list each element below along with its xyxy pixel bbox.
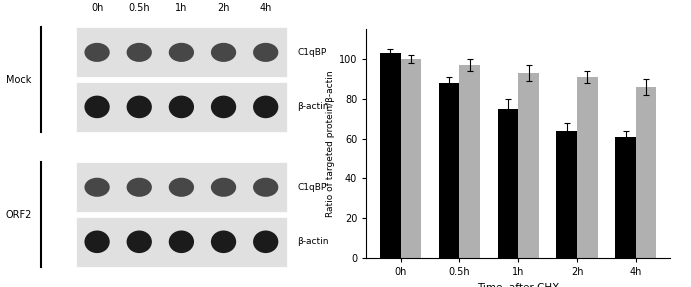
Ellipse shape bbox=[126, 96, 152, 118]
Ellipse shape bbox=[211, 43, 236, 62]
Y-axis label: Ratio of targeted protein/β-actin: Ratio of targeted protein/β-actin bbox=[325, 70, 334, 217]
Ellipse shape bbox=[211, 178, 236, 197]
Bar bbox=[556, 131, 577, 258]
Bar bbox=[76, 162, 287, 212]
Bar bbox=[439, 83, 460, 258]
Ellipse shape bbox=[169, 178, 194, 197]
Ellipse shape bbox=[169, 96, 194, 118]
Ellipse shape bbox=[211, 230, 236, 253]
Ellipse shape bbox=[126, 178, 152, 197]
Bar bbox=[615, 137, 636, 258]
Ellipse shape bbox=[253, 178, 278, 197]
Text: 0.5h: 0.5h bbox=[129, 3, 150, 13]
Bar bbox=[498, 108, 518, 258]
Text: β-actin: β-actin bbox=[297, 237, 329, 246]
Bar bbox=[76, 27, 287, 77]
Bar bbox=[76, 217, 287, 267]
Text: 4h: 4h bbox=[260, 3, 272, 13]
Ellipse shape bbox=[126, 230, 152, 253]
Bar bbox=[460, 65, 480, 258]
Text: 1h: 1h bbox=[176, 3, 187, 13]
Bar bbox=[401, 59, 422, 258]
Ellipse shape bbox=[211, 96, 236, 118]
Text: ORF2: ORF2 bbox=[6, 210, 32, 220]
Ellipse shape bbox=[84, 178, 110, 197]
Bar bbox=[380, 53, 401, 258]
Bar bbox=[518, 73, 539, 258]
Text: C1qBP: C1qBP bbox=[297, 183, 326, 192]
Ellipse shape bbox=[169, 43, 194, 62]
Ellipse shape bbox=[169, 230, 194, 253]
Bar bbox=[636, 87, 656, 258]
Ellipse shape bbox=[84, 230, 110, 253]
Text: C1qBP: C1qBP bbox=[297, 48, 326, 57]
Ellipse shape bbox=[253, 96, 278, 118]
X-axis label: Time  after CHX: Time after CHX bbox=[477, 283, 560, 287]
Bar bbox=[577, 77, 598, 258]
Text: β-actin: β-actin bbox=[297, 102, 329, 111]
Ellipse shape bbox=[253, 43, 278, 62]
Text: 2h: 2h bbox=[217, 3, 230, 13]
Ellipse shape bbox=[126, 43, 152, 62]
Ellipse shape bbox=[84, 96, 110, 118]
Text: Mock: Mock bbox=[6, 75, 32, 85]
Ellipse shape bbox=[84, 43, 110, 62]
Ellipse shape bbox=[253, 230, 278, 253]
Text: 0h: 0h bbox=[91, 3, 103, 13]
Bar bbox=[76, 82, 287, 132]
